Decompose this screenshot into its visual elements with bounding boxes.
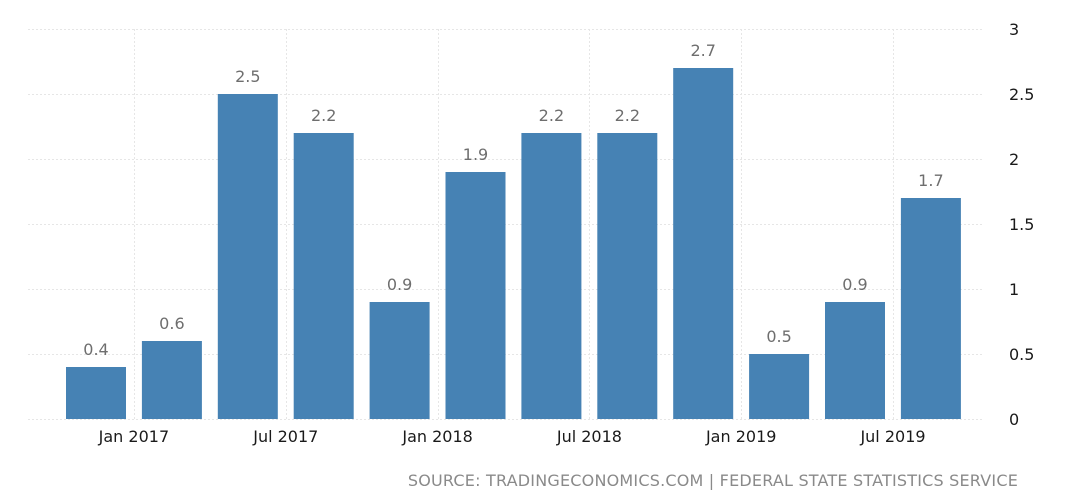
data-label: 1.9 [463,145,488,164]
data-label: 2.2 [539,106,564,125]
bar [66,367,126,419]
bar [521,133,582,419]
x-tick-label: Jan 2019 [705,427,776,446]
y-tick-label: 2.5 [1009,85,1034,104]
data-label: 0.6 [159,314,184,333]
bar [293,133,354,419]
data-label: 2.5 [235,67,260,86]
y-tick-label: 0.5 [1009,345,1034,364]
source-caption: SOURCE: TRADINGECONOMICS.COM | FEDERAL S… [407,471,1018,490]
bar [825,302,885,419]
bars [66,68,961,419]
data-labels: 0.4 0.6 2.5 2.2 0.9 1.9 2.2 2.2 2.7 0.5 0.9 1.7 [83,41,943,359]
data-label: 0.4 [83,340,108,359]
bar [217,94,278,419]
data-label: 2.2 [311,106,336,125]
bar [141,341,202,419]
y-tick-label: 3 [1009,20,1019,39]
bar [597,133,658,419]
x-tick-label: Jul 2017 [252,427,318,446]
bar [749,354,810,419]
y-tick-label: 2 [1009,150,1019,169]
bar [445,172,506,419]
y-tick-label: 1.5 [1009,215,1034,234]
data-label: 0.9 [842,275,867,294]
data-label: 0.5 [766,327,791,346]
y-axis-ticks: 0 0.5 1 1.5 2 2.5 3 [1009,20,1034,429]
y-tick-label: 0 [1009,410,1019,429]
bar [900,198,961,419]
bar [369,302,430,419]
data-label: 2.7 [690,41,715,60]
y-tick-label: 1 [1009,280,1019,299]
data-label: 1.7 [918,171,943,190]
bar [673,68,734,419]
x-tick-label: Jan 2018 [401,427,472,446]
data-label: 2.2 [615,106,640,125]
data-label: 0.9 [387,275,412,294]
x-tick-label: Jul 2019 [859,427,925,446]
x-axis-ticks: Jan 2017 Jul 2017 Jan 2018 Jul 2018 Jan 2019… [98,427,926,446]
x-tick-label: Jul 2018 [556,427,622,446]
x-tick-label: Jan 2017 [98,427,169,446]
